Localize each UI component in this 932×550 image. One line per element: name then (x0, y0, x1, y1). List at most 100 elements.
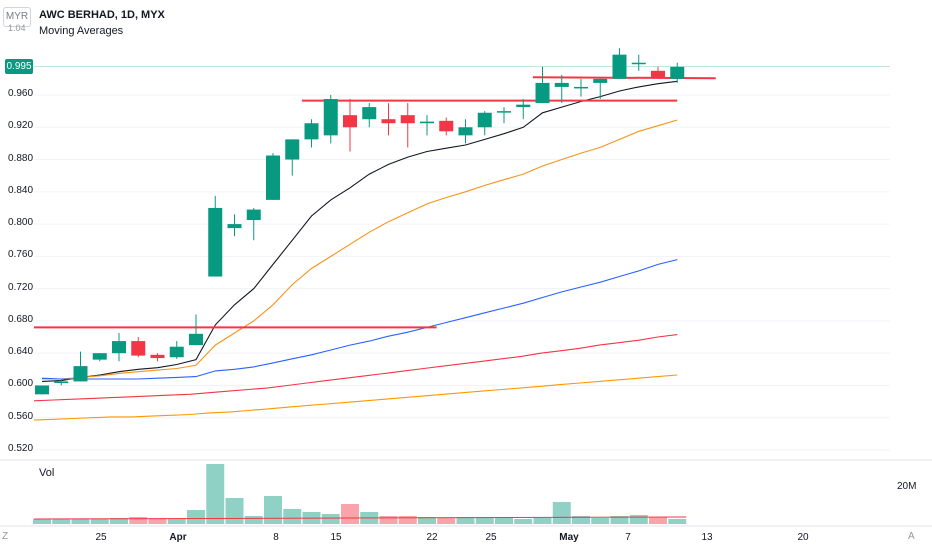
candle-body (304, 123, 319, 140)
candle-body (516, 104, 531, 108)
currency-button[interactable]: MYR (3, 7, 31, 27)
auto-scale-corner[interactable]: A (908, 531, 915, 542)
volume-bar (225, 498, 244, 524)
volume-bar (398, 516, 417, 524)
price-tick-label: 0.960 (8, 88, 34, 99)
ma-long2-line (33, 374, 678, 421)
candle-body (670, 66, 685, 79)
candle-body (208, 207, 223, 277)
price-tick-label: 0.800 (8, 217, 34, 229)
price-tick-label: 0.560 (8, 410, 34, 422)
price-tick-top: 1.04 (8, 23, 26, 33)
time-tick-label: 13 (701, 532, 713, 543)
volume-bar (321, 514, 340, 524)
volume-bar (572, 516, 590, 524)
candle-body (343, 115, 357, 128)
candle-body (92, 353, 107, 360)
time-tick-label: 25 (485, 532, 497, 543)
candle-body (285, 139, 300, 160)
candle-body (35, 385, 49, 395)
candle-body (439, 120, 454, 132)
chart-header: AWC BERHAD, 1D, MYX Moving Averages (39, 8, 165, 38)
volume-scale-label: 20M (897, 481, 917, 492)
volume-bar (668, 519, 687, 524)
candle-body (189, 333, 203, 346)
volume-bar (475, 517, 494, 524)
candle-body (246, 209, 261, 221)
candle-body (574, 86, 588, 89)
volume-bar (187, 510, 205, 524)
volume-bar (244, 516, 263, 524)
candle-body (73, 366, 88, 382)
time-tick-label: 7 (625, 532, 631, 543)
volume-bar (110, 518, 128, 524)
time-tick-label: 22 (426, 532, 438, 543)
candle-body (131, 341, 146, 356)
time-tick-label: Apr (169, 532, 187, 543)
ma-fast-line (41, 80, 678, 382)
candle-body (554, 82, 569, 87)
volume-bar (206, 464, 225, 524)
ma-long1-line (33, 334, 678, 402)
candle-body (54, 381, 69, 384)
volume-bar (264, 496, 282, 524)
volume-bar (33, 519, 51, 524)
candle-body (169, 346, 184, 358)
volume-bar (129, 517, 148, 524)
candle-body (362, 107, 377, 120)
candle-body (420, 121, 434, 124)
candle-body (400, 115, 415, 124)
price-tick-label: 0.720 (8, 281, 34, 293)
volume-bar (629, 515, 648, 524)
time-tick-label: 20 (797, 532, 809, 543)
volume-bar (533, 518, 552, 524)
time-tick-label: 15 (330, 532, 342, 543)
indicator-label: Moving Averages (39, 25, 124, 37)
volume-ma-line (33, 516, 687, 520)
candle-body (497, 111, 511, 113)
volume-bar (456, 517, 475, 524)
volume-bar (610, 516, 629, 524)
time-tick-label: 25 (95, 532, 107, 543)
candle-body (381, 119, 396, 124)
candle-body (477, 112, 492, 128)
volume-bar (495, 517, 513, 524)
volume-bar (591, 518, 610, 524)
ma-slow-line (41, 259, 678, 380)
candle-body (112, 341, 126, 354)
price-tick-label: 0.520 (8, 443, 34, 454)
volume-bar (514, 519, 533, 524)
price-tick-label: 0.760 (8, 249, 34, 261)
current-price-badge: 0.995 (5, 59, 33, 74)
candle-body (323, 99, 338, 136)
timezone-corner[interactable]: Z (2, 531, 9, 542)
price-tick-label: 0.640 (8, 346, 34, 358)
candle-body (535, 82, 550, 104)
price-tick-label: 0.680 (8, 313, 34, 325)
volume-bar (167, 519, 186, 524)
price-tick-label: 0.840 (8, 184, 34, 196)
candle-body (266, 155, 280, 200)
volume-bar (552, 502, 571, 524)
volume-bar (649, 517, 667, 524)
volume-bar (418, 517, 436, 524)
candle-body (150, 354, 165, 359)
volume-bar (52, 519, 71, 524)
volume-bar (90, 519, 109, 524)
price-tick-label: 0.880 (8, 152, 34, 164)
price-tick-label: 0.920 (8, 120, 34, 132)
candle-body (593, 78, 608, 83)
ma-mid-line (42, 119, 678, 380)
volume-bar (341, 504, 359, 524)
time-tick-label: May (559, 532, 579, 543)
symbol-title: AWC BERHAD, 1D, MYX (39, 9, 165, 21)
volume-label: Vol (39, 467, 55, 479)
price-tick-label: 0.600 (8, 378, 34, 390)
candle-body (227, 224, 242, 229)
volume-bar (71, 519, 90, 524)
volume-bar (283, 509, 302, 524)
candle-body (631, 62, 646, 65)
candle-body (651, 70, 665, 78)
candle-body (458, 127, 473, 136)
